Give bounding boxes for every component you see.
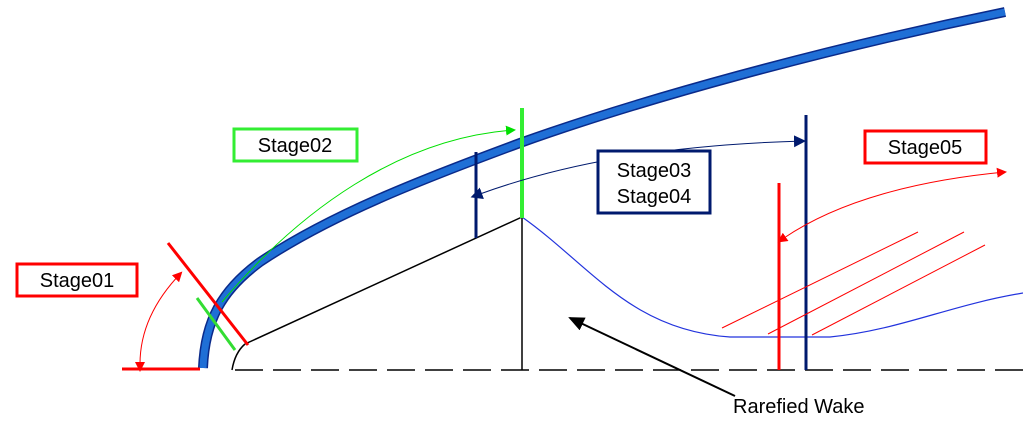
stage05-hatch-2 <box>767 231 965 335</box>
stage01-label-box <box>15 262 139 298</box>
stage02-label-box <box>232 127 359 163</box>
stage02-label: Stage02 <box>258 135 333 157</box>
stage05-label: Stage05 <box>888 137 963 159</box>
stage02-arrow-arc <box>221 125 516 303</box>
stage03-04-label-box <box>596 149 712 215</box>
capsule-forebody <box>244 216 523 345</box>
stage02-inner-line <box>195 297 237 351</box>
capsule-nose <box>231 343 246 371</box>
wake-callout-arrow <box>568 317 736 397</box>
stage05-arrow-arc <box>777 167 1007 243</box>
stage01-label: Stage01 <box>40 270 115 292</box>
stage01-inflow-line <box>166 242 250 346</box>
stage05-hatch-3 <box>811 244 986 336</box>
stage03-label: Stage03 <box>617 160 692 182</box>
wake-shear-layer <box>521 216 1023 338</box>
stage05-label-box <box>863 129 988 165</box>
stage05-hatch-1 <box>721 231 919 329</box>
stage04-label: Stage04 <box>617 186 692 208</box>
wake-caption: Rarefied Wake <box>733 396 865 418</box>
stage01-angle-arc <box>135 271 183 372</box>
